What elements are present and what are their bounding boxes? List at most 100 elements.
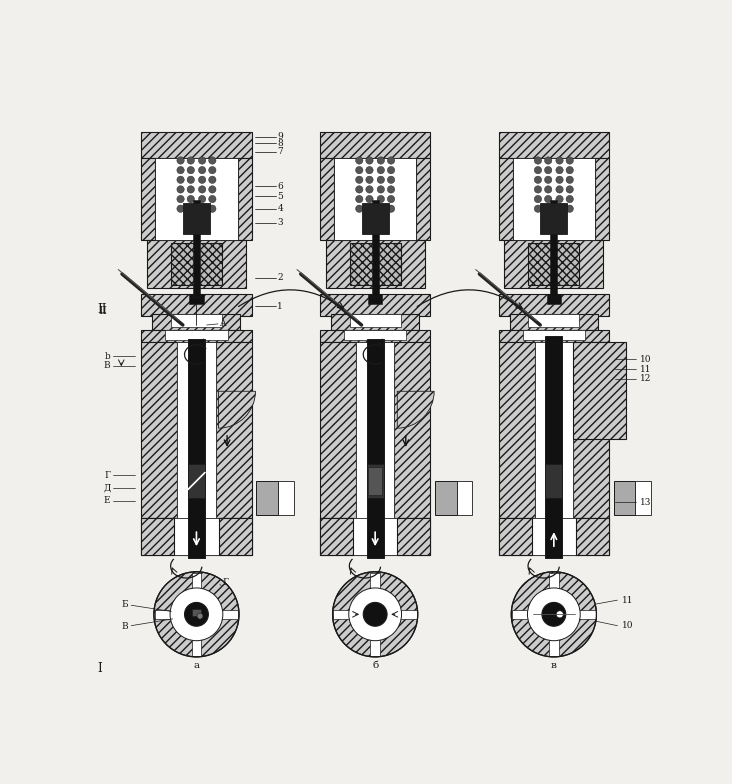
Text: 3: 3 [277,219,283,227]
Circle shape [198,166,206,174]
Circle shape [366,166,373,174]
Bar [529,314,580,327]
Circle shape [170,588,223,641]
Circle shape [377,176,384,183]
Bar [356,342,395,518]
Circle shape [364,226,370,232]
Circle shape [566,157,573,164]
Bar [498,518,609,555]
Text: в: в [551,661,557,670]
Circle shape [542,219,548,225]
Bar [545,464,562,498]
Bar [238,158,252,240]
Bar [498,132,609,158]
Text: 11: 11 [640,365,652,374]
Text: 2: 2 [277,274,283,282]
Circle shape [566,176,573,183]
Text: 12: 12 [640,375,651,383]
Circle shape [184,219,191,225]
Bar [192,572,201,656]
Circle shape [198,157,206,164]
Circle shape [387,186,395,193]
Circle shape [556,166,563,174]
Circle shape [377,166,384,174]
Bar [141,329,252,342]
Circle shape [511,572,597,657]
Bar [320,158,334,240]
Text: Е: Е [104,496,111,506]
Circle shape [187,166,195,174]
Circle shape [534,176,542,183]
Circle shape [534,195,542,203]
Bar [504,240,603,289]
Circle shape [209,166,216,174]
Circle shape [387,157,395,164]
Circle shape [366,157,373,164]
Text: I: I [97,662,102,675]
Bar [435,481,457,515]
Bar [529,243,580,285]
Circle shape [381,226,386,232]
Circle shape [559,211,566,217]
Bar [595,158,609,240]
Circle shape [556,205,563,212]
Bar [320,294,430,317]
Bar [613,481,635,515]
Bar [510,314,598,329]
Circle shape [377,157,384,164]
Bar [512,158,595,240]
Text: 13: 13 [640,498,651,506]
Bar [278,481,294,515]
Bar [320,518,353,555]
Bar [550,200,557,296]
Circle shape [177,186,184,193]
Circle shape [356,166,363,174]
Circle shape [184,602,209,626]
Bar [193,609,201,615]
Circle shape [545,166,552,174]
Bar [256,481,278,515]
Text: В: В [104,361,111,370]
Circle shape [556,195,563,203]
Circle shape [356,176,363,183]
Bar [498,518,531,555]
Circle shape [366,205,373,212]
Circle shape [556,176,563,183]
Circle shape [202,211,208,217]
Text: а: а [193,661,200,670]
Circle shape [387,195,395,203]
Bar [188,339,205,557]
Bar [320,329,430,342]
Text: 9: 9 [277,132,283,141]
Bar [370,572,380,656]
Circle shape [209,205,216,212]
Bar [534,342,573,518]
Text: В: В [122,622,128,631]
Circle shape [356,157,363,164]
Bar [362,203,389,234]
Circle shape [356,195,363,203]
Circle shape [534,186,542,193]
Circle shape [348,588,402,641]
Circle shape [366,176,373,183]
Circle shape [566,186,573,193]
Bar [372,200,378,296]
Bar [193,200,200,296]
Circle shape [545,205,552,212]
Bar [174,518,219,555]
Circle shape [209,195,216,203]
Bar [334,610,417,619]
Text: A: A [219,319,225,328]
Text: 11: 11 [622,596,633,604]
Circle shape [387,176,395,183]
Text: 8: 8 [277,139,283,148]
Bar [188,464,205,498]
Text: 10: 10 [622,621,633,630]
Bar [545,336,562,557]
Wedge shape [219,391,255,428]
Circle shape [356,205,363,212]
Bar [216,342,252,518]
Circle shape [381,219,386,225]
Circle shape [364,219,370,225]
Circle shape [545,157,552,164]
